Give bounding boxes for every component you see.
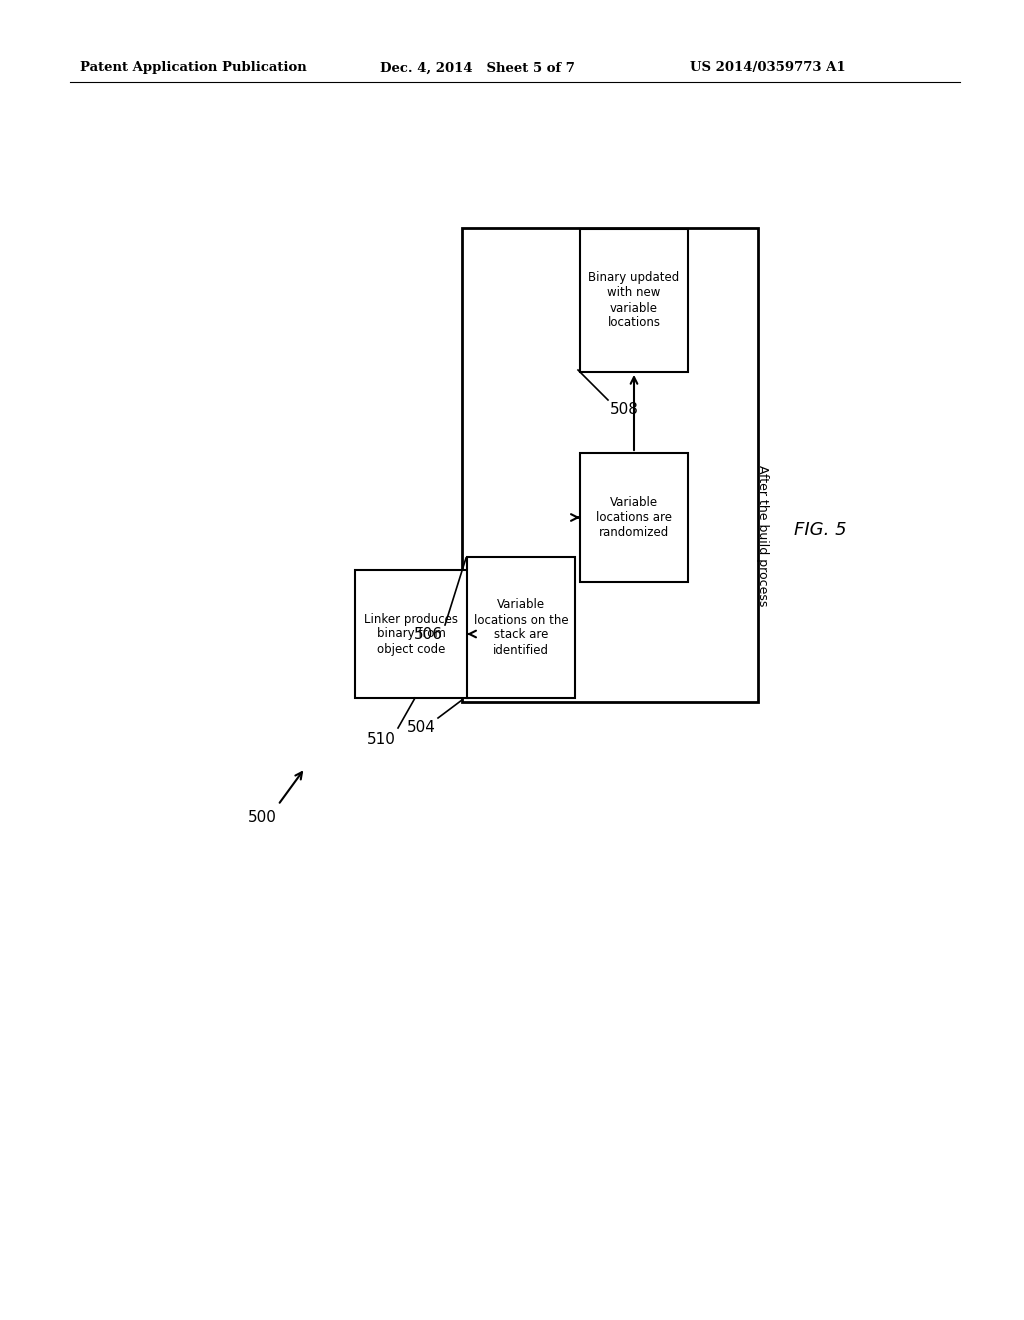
Text: Dec. 4, 2014   Sheet 5 of 7: Dec. 4, 2014 Sheet 5 of 7 [380,62,574,74]
Bar [462,228,758,702]
Text: Binary updated
with new
variable
locations: Binary updated with new variable locatio… [589,272,680,330]
Bar [355,570,468,698]
Text: FIG. 5: FIG. 5 [794,521,846,539]
Text: Variable
locations on the
stack are
identified: Variable locations on the stack are iden… [474,598,568,656]
Text: 506: 506 [414,627,443,642]
Text: 508: 508 [610,403,639,417]
Text: Patent Application Publication: Patent Application Publication [80,62,307,74]
Text: Linker produces
binary from
object code: Linker produces binary from object code [365,612,459,656]
Bar [467,557,575,698]
Bar [580,453,688,582]
Text: After the build process: After the build process [756,465,768,606]
Bar [580,228,688,372]
Text: 510: 510 [368,733,396,747]
Text: US 2014/0359773 A1: US 2014/0359773 A1 [690,62,846,74]
Text: Variable
locations are
randomized: Variable locations are randomized [596,496,672,539]
Text: 504: 504 [408,719,436,735]
Text: 500: 500 [248,810,276,825]
